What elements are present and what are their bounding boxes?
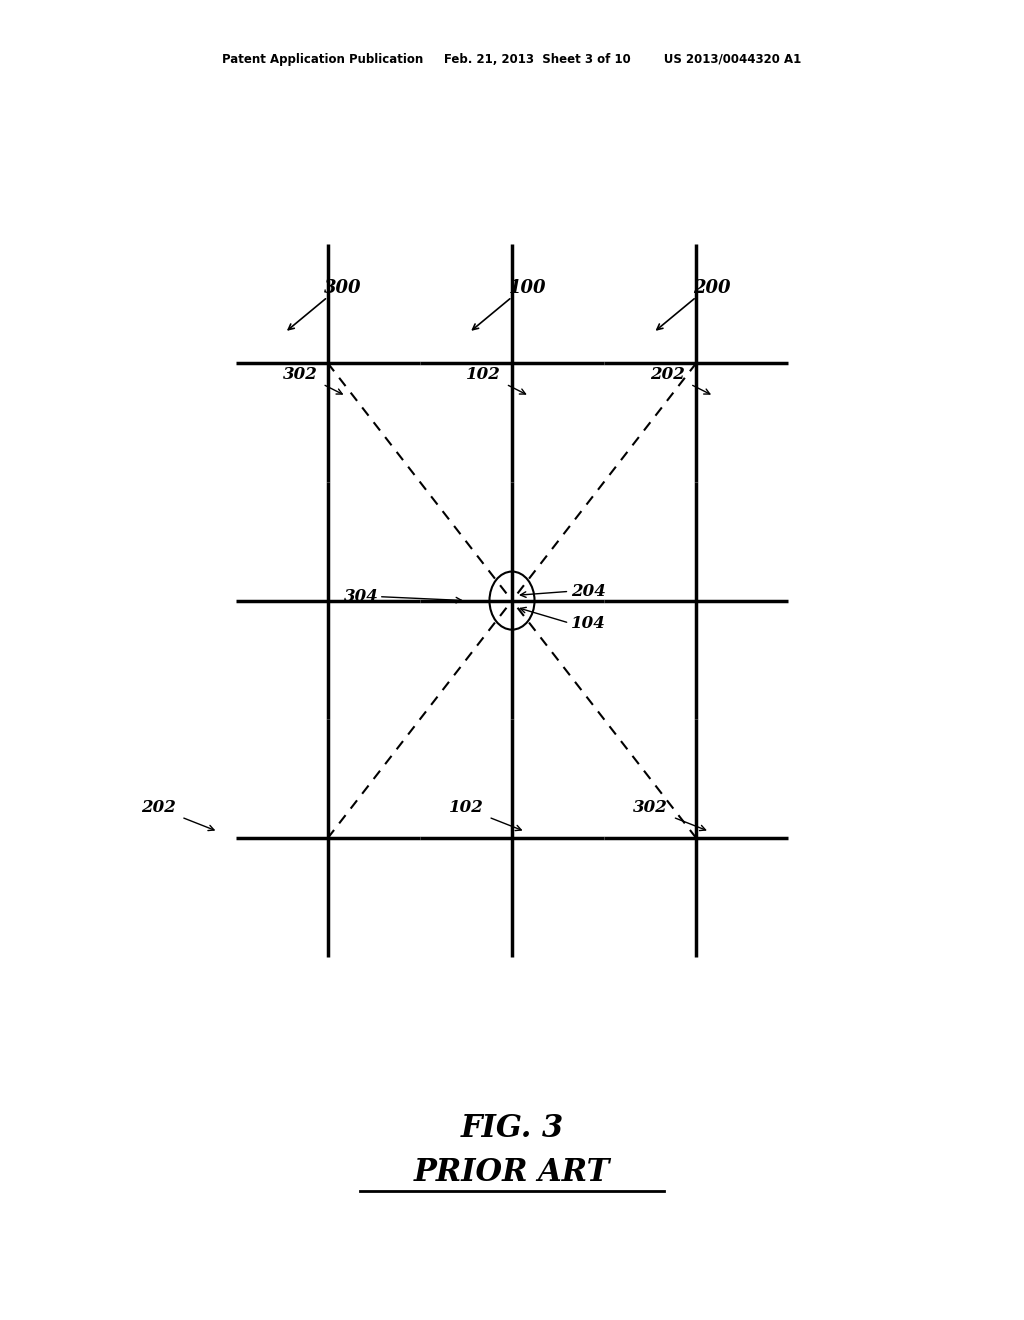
Text: 300: 300 — [325, 279, 361, 297]
Text: 202: 202 — [141, 800, 176, 816]
Text: 100: 100 — [509, 279, 546, 297]
Text: 104: 104 — [571, 615, 606, 631]
Text: Patent Application Publication     Feb. 21, 2013  Sheet 3 of 10        US 2013/0: Patent Application Publication Feb. 21, … — [222, 53, 802, 66]
Text: 304: 304 — [344, 589, 379, 605]
Text: 302: 302 — [283, 367, 317, 383]
Text: FIG. 3: FIG. 3 — [461, 1113, 563, 1144]
Text: 200: 200 — [693, 279, 730, 297]
Text: 102: 102 — [449, 800, 483, 816]
Text: 302: 302 — [633, 800, 668, 816]
Text: 102: 102 — [466, 367, 501, 383]
Text: 204: 204 — [571, 583, 606, 599]
Text: PRIOR ART: PRIOR ART — [414, 1156, 610, 1188]
Text: 202: 202 — [650, 367, 685, 383]
